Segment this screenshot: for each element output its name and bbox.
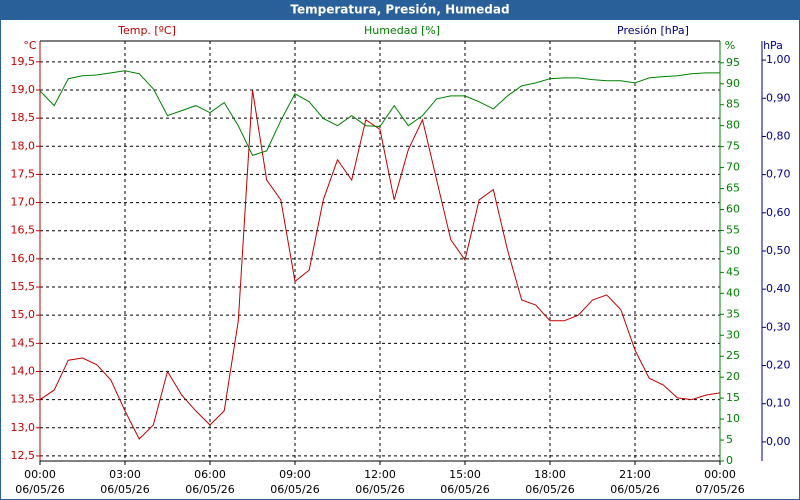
y3-tick-label: 0,30: [766, 320, 791, 333]
y2-tick-label: 35: [726, 307, 740, 320]
y2-axis-title: %: [725, 39, 735, 52]
y3-tick-label: 0,50: [766, 244, 791, 257]
y2-tick-label: 10: [726, 412, 740, 425]
y2-tick-label: 80: [726, 119, 740, 132]
y2-tick-label: 50: [726, 244, 740, 257]
y-tick-label: 12,5: [11, 449, 36, 462]
title-bar: [0, 0, 800, 20]
y2-tick-label: 85: [726, 98, 740, 111]
y2-tick-label: 30: [726, 328, 740, 341]
y2-tick-label: 40: [726, 286, 740, 299]
y3-tick-label: 0,10: [766, 397, 791, 410]
y2-tick-label: 45: [726, 265, 740, 278]
x-tick-date: 07/05/26: [695, 483, 744, 496]
x-tick-label: 09:00: [279, 468, 311, 481]
y2-tick-label: 55: [726, 223, 740, 236]
x-tick-label: 15:00: [449, 468, 481, 481]
series-line: [39, 89, 721, 440]
y3-tick-label: 0,70: [766, 168, 791, 181]
y3-axis-title: hPa: [763, 39, 783, 52]
y2-tick-label: 95: [726, 56, 740, 69]
y3-tick-label: 0,90: [766, 91, 791, 104]
x-tick-date: 06/05/26: [355, 483, 404, 496]
x-tick-date: 06/05/26: [15, 483, 64, 496]
x-tick-label: 00:00: [24, 468, 56, 481]
x-tick-date: 06/05/26: [610, 483, 659, 496]
x-tick-label: 06:00: [194, 468, 226, 481]
y3-tick-label: 0,00: [766, 435, 791, 448]
y3-tick-label: 0,20: [766, 359, 791, 372]
legend-label: Temp. [ºC]: [117, 24, 176, 37]
chart-title: Temperatura, Presión, Humedad: [290, 3, 509, 17]
y-tick-label: 18,5: [11, 111, 36, 124]
x-tick-date: 06/05/26: [440, 483, 489, 496]
y2-tick-label: 75: [726, 140, 740, 153]
y-tick-label: 16,5: [11, 224, 36, 237]
x-tick-date: 06/05/26: [100, 483, 149, 496]
x-tick-label: 00:00: [704, 468, 736, 481]
x-tick-label: 03:00: [109, 468, 141, 481]
y2-tick-label: 90: [726, 77, 740, 90]
legend-label: Humedad [%]: [364, 24, 440, 37]
y2-tick-label: 60: [726, 203, 740, 216]
y3-tick-label: 0,60: [766, 206, 791, 219]
y3-tick-label: 0,40: [766, 282, 791, 295]
y-tick-label: 17,0: [11, 196, 36, 209]
y-tick-label: 15,5: [11, 280, 36, 293]
y-tick-label: 17,5: [11, 167, 36, 180]
y-tick-label: 15,0: [11, 308, 36, 321]
y-tick-label: 13,5: [11, 393, 36, 406]
y2-tick-label: 70: [726, 161, 740, 174]
x-tick-date: 06/05/26: [185, 483, 234, 496]
x-tick-label: 21:00: [619, 468, 651, 481]
y-tick-label: 19,0: [11, 83, 36, 96]
y-axis-title: °C: [23, 39, 37, 52]
y2-tick-label: 5: [726, 433, 733, 446]
y2-tick-label: 15: [726, 391, 740, 404]
x-tick-label: 12:00: [364, 468, 396, 481]
legend-label: Presión [hPa]: [617, 24, 689, 37]
y-tick-label: 16,0: [11, 252, 36, 265]
series-line: [39, 70, 720, 157]
y3-tick-label: 0,80: [766, 129, 791, 142]
y3-tick-label: 1,00: [766, 53, 791, 66]
y-tick-label: 13,0: [11, 421, 36, 434]
y2-tick-label: 25: [726, 349, 740, 362]
y-tick-label: 14,0: [11, 364, 36, 377]
y-tick-label: 14,5: [11, 336, 36, 349]
y-tick-label: 18,0: [11, 139, 36, 152]
x-tick-date: 06/05/26: [525, 483, 574, 496]
y2-tick-label: 0: [726, 454, 733, 467]
x-tick-date: 06/05/26: [270, 483, 319, 496]
y2-tick-label: 65: [726, 182, 740, 195]
y-tick-label: 19,5: [11, 55, 36, 68]
x-tick-label: 18:00: [534, 468, 566, 481]
y2-tick-label: 20: [726, 370, 740, 383]
